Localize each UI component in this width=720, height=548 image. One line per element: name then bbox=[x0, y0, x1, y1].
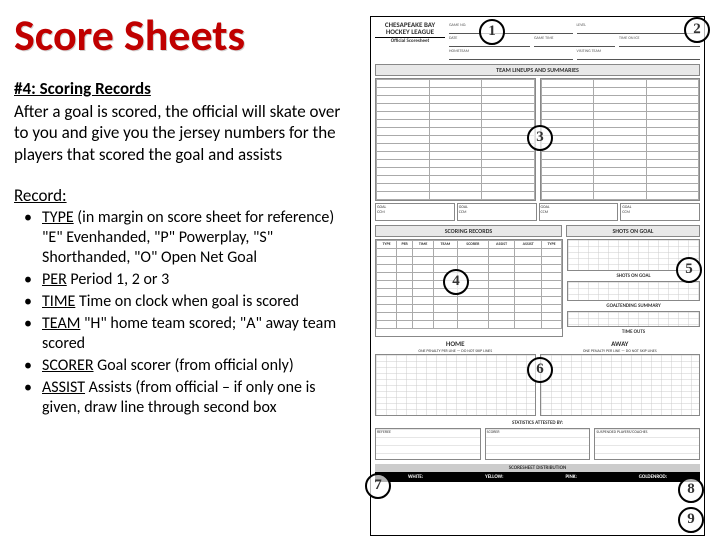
band-timeouts: TIME OUTS bbox=[567, 329, 700, 335]
callout-9: 9 bbox=[678, 507, 704, 533]
bullet-scorer: SCORER Goal scorer (from official only) bbox=[36, 356, 354, 376]
referee-sig: REFEREE bbox=[375, 428, 481, 460]
penalty-home-grid bbox=[375, 354, 536, 416]
callout-8: 8 bbox=[678, 477, 704, 503]
penalty-away-grid bbox=[540, 354, 701, 416]
field-game-no: GAME NO. bbox=[449, 23, 573, 34]
dist-row: WHITE: YELLOW: PINK: GOLDENROD: bbox=[375, 472, 700, 482]
field-hometeam: HOMETEAM bbox=[449, 49, 573, 60]
bullet-team: TEAM "H" home team scored; "A" away team… bbox=[36, 314, 354, 354]
bullet-per: PER Period 1, 2 or 3 bbox=[36, 270, 354, 290]
band-goaltending: GOALTENDING SUMMARY bbox=[567, 303, 700, 309]
penalty-away-label: AWAY bbox=[540, 339, 701, 348]
field-level: LEVEL bbox=[577, 23, 701, 34]
penalty-home-label: HOME bbox=[375, 339, 536, 348]
shots-visitor-grid bbox=[567, 281, 700, 301]
band-lineups: TEAM LINEUPS AND SUMMARIES bbox=[375, 64, 700, 76]
bullet-assist: ASSIST Assists (from official – if only … bbox=[36, 378, 354, 418]
section-heading: #4: Scoring Records bbox=[14, 78, 354, 99]
band-stats: STATISTICS ATTESTED BY: bbox=[375, 420, 700, 426]
callout-1: 1 bbox=[479, 19, 505, 45]
callout-4: 4 bbox=[443, 269, 469, 295]
text-column: #4: Scoring Records After a goal is scor… bbox=[14, 78, 354, 420]
band-scoring: SCORING RECORDS bbox=[375, 225, 562, 237]
callout-2: 2 bbox=[684, 17, 710, 43]
callout-6: 6 bbox=[527, 357, 553, 383]
suspended-box: SUSPENDED PLAYERS/COACHES bbox=[594, 428, 700, 460]
bullet-time: TIME Time on clock when goal is scored bbox=[36, 292, 354, 312]
band-dist: SCORESHEET DISTRIBUTION bbox=[375, 464, 700, 472]
record-heading: Record: bbox=[14, 185, 354, 206]
bullet-type: TYPE (in margin on score sheet for refer… bbox=[36, 208, 354, 268]
scorer-sig: SCORER bbox=[485, 428, 591, 460]
league-block: CHESAPEAKE BAY HOCKEY LEAGUE Official Sc… bbox=[375, 21, 445, 44]
callout-3: 3 bbox=[527, 125, 553, 151]
record-bullets: TYPE (in margin on score sheet for refer… bbox=[14, 208, 354, 418]
field-visiting: VISITING TEAM bbox=[577, 49, 701, 60]
field-game-time: GAME TIME bbox=[534, 36, 615, 47]
callout-7: 7 bbox=[365, 473, 391, 499]
goalie-home: GOALCCM bbox=[375, 203, 455, 221]
band-shots: SHOTS ON GOAL bbox=[566, 225, 700, 237]
scoresheet-form: CHESAPEAKE BAY HOCKEY LEAGUE Official Sc… bbox=[370, 16, 705, 536]
callout-5: 5 bbox=[676, 257, 702, 283]
section-paragraph: After a goal is scored, the official wil… bbox=[14, 101, 354, 165]
